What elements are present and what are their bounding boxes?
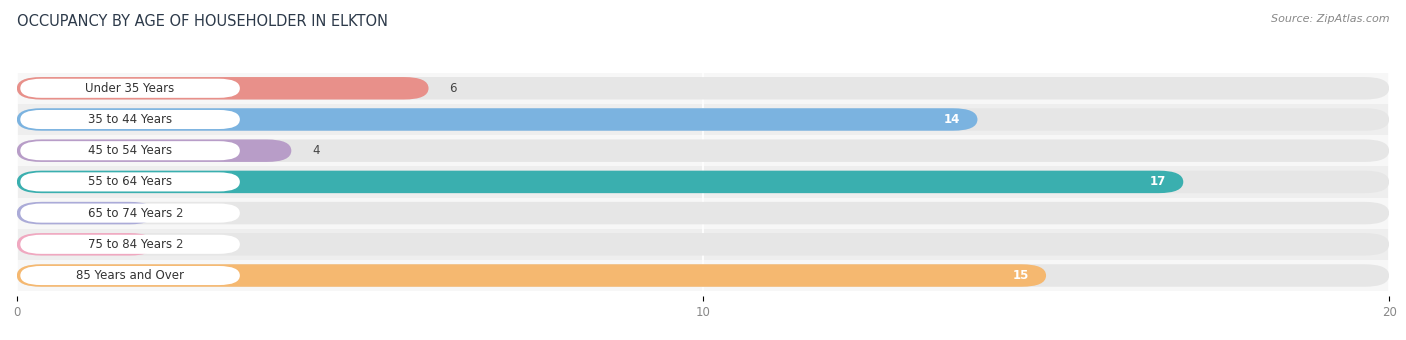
FancyBboxPatch shape [17, 108, 1389, 131]
Text: OCCUPANCY BY AGE OF HOUSEHOLDER IN ELKTON: OCCUPANCY BY AGE OF HOUSEHOLDER IN ELKTO… [17, 14, 388, 29]
Text: 14: 14 [943, 113, 960, 126]
FancyBboxPatch shape [20, 172, 240, 191]
FancyBboxPatch shape [20, 204, 240, 223]
FancyBboxPatch shape [20, 79, 240, 98]
FancyBboxPatch shape [20, 235, 240, 254]
Text: 17: 17 [1150, 175, 1166, 188]
Bar [17, 73, 1389, 104]
Text: 6: 6 [449, 82, 457, 95]
Bar [17, 198, 1389, 229]
FancyBboxPatch shape [17, 264, 1389, 287]
Text: 65 to 74 Years: 65 to 74 Years [89, 207, 172, 220]
FancyBboxPatch shape [17, 171, 1184, 193]
FancyBboxPatch shape [17, 233, 155, 256]
Text: 15: 15 [1012, 269, 1029, 282]
FancyBboxPatch shape [17, 202, 155, 224]
FancyBboxPatch shape [17, 77, 1389, 100]
Text: Source: ZipAtlas.com: Source: ZipAtlas.com [1271, 14, 1389, 23]
Text: 2: 2 [174, 238, 183, 251]
Text: 55 to 64 Years: 55 to 64 Years [89, 175, 172, 188]
Bar [17, 104, 1389, 135]
FancyBboxPatch shape [17, 139, 291, 162]
Text: 85 Years and Over: 85 Years and Over [76, 269, 184, 282]
Bar [17, 229, 1389, 260]
Bar [17, 260, 1389, 291]
FancyBboxPatch shape [20, 266, 240, 285]
Text: 4: 4 [312, 144, 319, 157]
Text: 75 to 84 Years: 75 to 84 Years [89, 238, 172, 251]
Bar [17, 135, 1389, 166]
FancyBboxPatch shape [17, 77, 429, 100]
FancyBboxPatch shape [17, 264, 1046, 287]
FancyBboxPatch shape [20, 141, 240, 160]
FancyBboxPatch shape [17, 139, 1389, 162]
Text: 2: 2 [174, 207, 183, 220]
Text: 35 to 44 Years: 35 to 44 Years [89, 113, 172, 126]
FancyBboxPatch shape [17, 171, 1389, 193]
Text: Under 35 Years: Under 35 Years [86, 82, 174, 95]
FancyBboxPatch shape [17, 108, 977, 131]
FancyBboxPatch shape [17, 233, 1389, 256]
FancyBboxPatch shape [17, 202, 1389, 224]
Bar [17, 166, 1389, 198]
FancyBboxPatch shape [20, 110, 240, 129]
Text: 45 to 54 Years: 45 to 54 Years [89, 144, 172, 157]
